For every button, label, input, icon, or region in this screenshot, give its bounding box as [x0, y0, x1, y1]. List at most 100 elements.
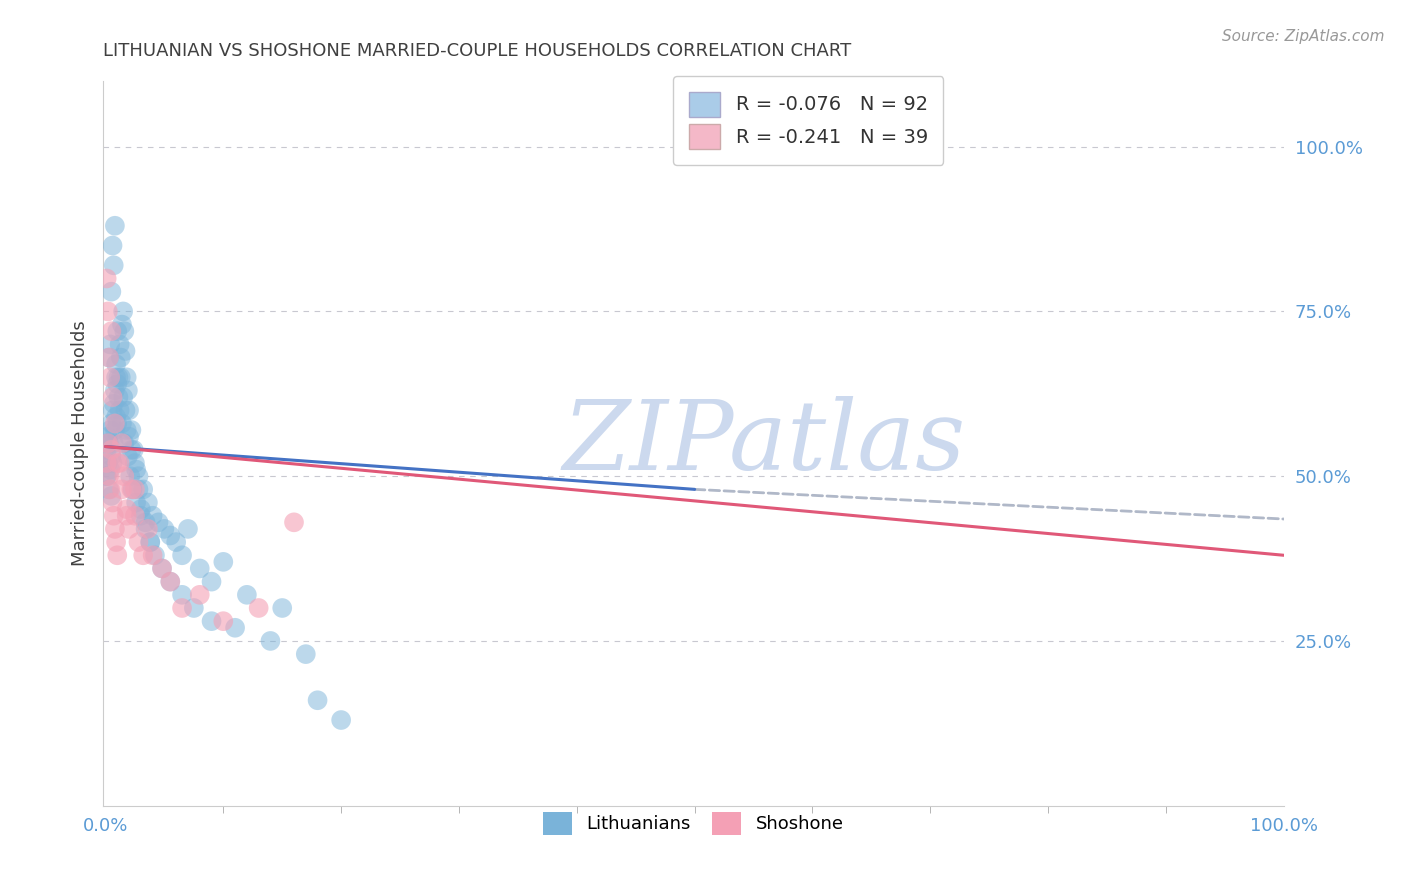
Point [114, 343, 136, 358]
Point [115, 423, 138, 437]
Point [283, 516, 305, 530]
Point [159, 574, 181, 589]
Point [107, 390, 129, 404]
Point [104, 384, 127, 398]
Point [153, 522, 176, 536]
Point [111, 417, 134, 431]
Point [98, 337, 121, 351]
Point [212, 614, 235, 628]
Point [100, 450, 122, 464]
Point [104, 423, 127, 437]
Point [129, 502, 152, 516]
Point [112, 324, 135, 338]
Point [100, 324, 122, 338]
Point [183, 601, 205, 615]
Point [294, 647, 316, 661]
Point [98, 370, 121, 384]
Point [108, 337, 131, 351]
Text: Source: ZipAtlas.com: Source: ZipAtlas.com [1222, 29, 1385, 44]
Point [121, 483, 143, 497]
Point [112, 390, 135, 404]
Point [142, 508, 165, 523]
Point [120, 442, 142, 457]
Point [103, 258, 125, 272]
Point [125, 495, 148, 509]
Point [108, 403, 131, 417]
Text: LITHUANIAN VS SHOSHONE MARRIED-COUPLE HOUSEHOLDS CORRELATION CHART: LITHUANIAN VS SHOSHONE MARRIED-COUPLE HO… [103, 42, 852, 60]
Point [105, 409, 128, 424]
Point [127, 535, 149, 549]
Point [110, 370, 132, 384]
Point [177, 522, 200, 536]
Point [122, 442, 145, 457]
Point [100, 489, 122, 503]
Point [115, 370, 138, 384]
Point [165, 535, 187, 549]
Point [114, 403, 136, 417]
Point [101, 456, 124, 470]
Point [236, 588, 259, 602]
Point [188, 561, 211, 575]
Point [97, 456, 120, 470]
Point [125, 462, 148, 476]
Point [98, 436, 121, 450]
Point [96, 469, 118, 483]
Point [200, 614, 222, 628]
Point [307, 693, 329, 707]
Point [103, 508, 125, 523]
Point [120, 423, 142, 437]
Point [271, 601, 294, 615]
Point [115, 508, 138, 523]
Point [120, 469, 142, 483]
Point [150, 561, 173, 575]
Point [98, 351, 121, 365]
Point [96, 442, 118, 457]
Point [111, 318, 134, 332]
Point [124, 483, 146, 497]
Point [98, 423, 121, 437]
Point [100, 417, 122, 431]
Point [127, 469, 149, 483]
Point [143, 548, 166, 562]
Point [111, 483, 134, 497]
Y-axis label: Married-couple Households: Married-couple Households [72, 320, 89, 566]
Point [101, 403, 124, 417]
Point [98, 483, 121, 497]
Point [101, 495, 124, 509]
Point [103, 436, 125, 450]
Point [105, 417, 128, 431]
Point [117, 450, 139, 464]
Point [124, 456, 146, 470]
Point [105, 535, 128, 549]
Point [118, 403, 141, 417]
Point [97, 436, 120, 450]
Point [104, 219, 127, 233]
Point [142, 548, 165, 562]
Point [98, 462, 121, 476]
Point [101, 390, 124, 404]
Point [170, 548, 193, 562]
Point [108, 456, 131, 470]
Point [96, 456, 118, 470]
Point [127, 483, 149, 497]
Point [98, 469, 121, 483]
Point [330, 713, 353, 727]
Point [97, 430, 120, 444]
Legend: Lithuanians, Shoshone: Lithuanians, Shoshone [534, 803, 853, 844]
Point [100, 442, 122, 457]
Point [132, 548, 155, 562]
Point [247, 601, 270, 615]
Point [105, 357, 128, 371]
Point [188, 588, 211, 602]
Point [97, 304, 120, 318]
Point [112, 436, 135, 450]
Point [101, 238, 124, 252]
Point [150, 561, 173, 575]
Point [120, 483, 142, 497]
Point [105, 324, 128, 338]
Point [96, 469, 118, 483]
Point [224, 621, 246, 635]
Point [111, 436, 134, 450]
Point [124, 508, 146, 523]
Point [105, 548, 128, 562]
